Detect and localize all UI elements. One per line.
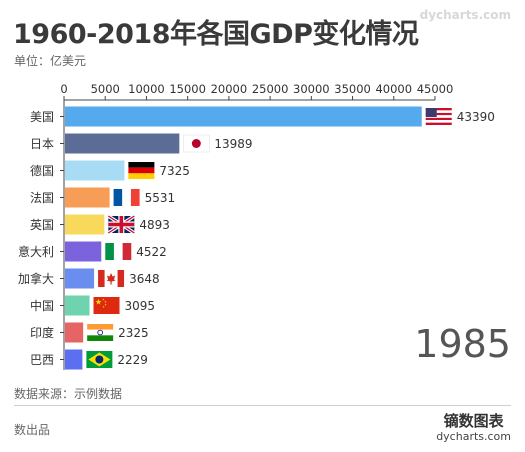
- footer-credit: 数出品: [14, 423, 51, 437]
- x-axis: 0 5000 10000 15000 20000 25000 30000 35000 40000…: [60, 82, 453, 370]
- bar: [65, 241, 102, 262]
- x-tick-label: 45000: [417, 82, 454, 96]
- bar: [65, 322, 84, 343]
- bar: [65, 187, 110, 208]
- category-label: 英国: [30, 218, 54, 232]
- x-tick-label: 40000: [375, 82, 412, 96]
- bar-row: 日本 13989: [30, 133, 253, 154]
- us-flag-icon: [425, 108, 452, 125]
- germany-flag-icon: [128, 162, 155, 179]
- india-flag-icon: [87, 324, 114, 341]
- brand-name: 镝数图表: [443, 412, 504, 430]
- value-label: 3648: [129, 272, 160, 286]
- category-label: 印度: [30, 325, 54, 340]
- bar: [65, 106, 422, 127]
- bar: [65, 295, 90, 316]
- bars-group: 美国 43390 日本 13989 德国 7325 法国 5531 英国 4893 意大利 4522 加…: [18, 106, 495, 370]
- year-label: 1985: [414, 322, 511, 366]
- france-flag-icon: [113, 189, 140, 206]
- bar-row: 加拿大 3648: [18, 268, 160, 289]
- category-label: 美国: [30, 110, 54, 124]
- value-label: 2229: [117, 353, 148, 367]
- category-label: 法国: [30, 191, 54, 205]
- x-tick-label: 30000: [293, 82, 330, 96]
- x-tick-label: 5000: [91, 82, 120, 96]
- unit-label: 单位：亿美元: [14, 54, 87, 68]
- uk-flag-icon: [107, 214, 136, 235]
- category-label: 加拿大: [18, 271, 54, 286]
- bar-row: 印度 2325: [30, 322, 149, 343]
- watermark-text: dycharts.com: [419, 8, 511, 22]
- value-label: 43390: [457, 110, 495, 124]
- bar-row: 德国 7325: [30, 160, 190, 181]
- italy-flag-icon: [105, 243, 132, 260]
- bar: [65, 349, 83, 370]
- category-label: 日本: [30, 137, 54, 151]
- bar: [65, 268, 95, 289]
- value-label: 4893: [139, 218, 170, 232]
- category-label: 巴西: [30, 353, 54, 367]
- bar-row: 法国 5531: [30, 187, 176, 208]
- bar: [65, 133, 180, 154]
- x-tick-label: 20000: [211, 82, 248, 96]
- canada-flag-icon: [98, 270, 125, 287]
- value-label: 13989: [214, 137, 252, 151]
- bar: [65, 214, 105, 235]
- category-label: 中国: [30, 298, 54, 313]
- japan-flag-icon: [183, 134, 210, 153]
- value-label: 4522: [136, 245, 167, 259]
- x-tick-label: 15000: [169, 82, 206, 96]
- x-tick-label: 0: [60, 82, 67, 96]
- bar-chart: 0 5000 10000 15000 20000 25000 30000 35000 40000…: [18, 82, 495, 370]
- brand-url: dycharts.com: [436, 430, 511, 443]
- value-label: 7325: [159, 164, 190, 178]
- x-tick-label: 35000: [334, 82, 371, 96]
- value-label: 5531: [145, 191, 176, 205]
- x-tick-label: 25000: [252, 82, 289, 96]
- bar: [65, 160, 125, 181]
- china-flag-icon: [93, 297, 120, 314]
- bar-row: 英国 4893: [30, 214, 170, 235]
- x-tick-label: 10000: [128, 82, 165, 96]
- bar-row: 美国 43390: [30, 106, 495, 127]
- chart-title: 1960-2018年各国GDP变化情况: [13, 19, 419, 50]
- category-label: 德国: [30, 163, 54, 178]
- value-label: 3095: [125, 299, 156, 313]
- divider: [14, 405, 511, 406]
- category-label: 意大利: [18, 244, 54, 259]
- brazil-flag-icon: [86, 351, 113, 368]
- bar-row: 意大利 4522: [18, 241, 167, 262]
- bar-row: 中国 3095: [30, 295, 156, 316]
- source-label: 数据来源：示例数据: [14, 387, 123, 401]
- value-label: 2325: [118, 326, 149, 340]
- bar-row: 巴西 2229: [30, 349, 148, 370]
- brand-logo: 镝数图表 dycharts.com: [436, 412, 511, 444]
